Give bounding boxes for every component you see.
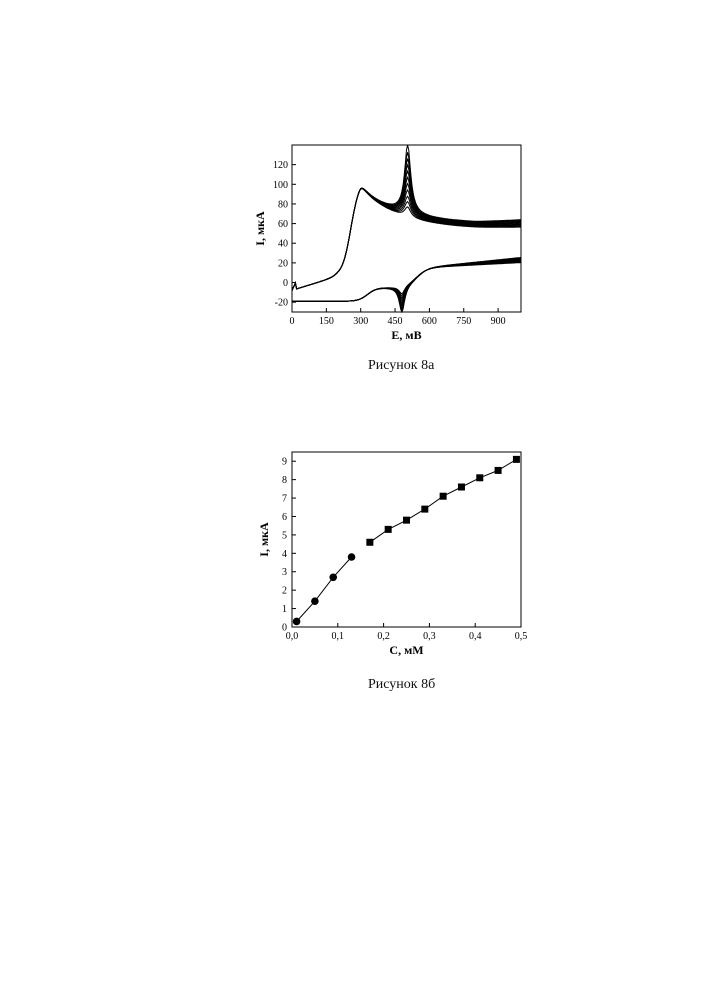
y-tick-label: 7 [282, 494, 287, 505]
x-tick-label: 0,5 [515, 631, 528, 642]
x-tick-label: 0,4 [469, 631, 482, 642]
x-tick-label: 0,3 [423, 631, 436, 642]
data-point-square [513, 456, 520, 463]
data-point-circle [293, 618, 301, 626]
x-tick-label: 0,0 [286, 631, 299, 642]
chart-calibration-plot: 0,0 0,1 0,2 0,3 0,4 0,5 0 1 2 3 4 5 6 7 8 9 С, мМ I, мкА [0, 0, 707, 700]
y-tick-label: 4 [282, 549, 287, 560]
y-tick-label: 5 [282, 530, 287, 541]
data-point-square [476, 474, 483, 481]
y-axis-label: I, мкА [257, 522, 271, 557]
data-point-circle [329, 573, 337, 581]
x-tick-label: 0,2 [377, 631, 390, 642]
data-point-circle [348, 553, 356, 561]
y-tick-label: 3 [282, 567, 287, 578]
data-point-square [403, 517, 410, 524]
x-axis-label: С, мМ [389, 643, 423, 657]
y-tick-label: 0 [282, 623, 287, 634]
data-point-circle [311, 597, 319, 605]
x-tick-label: 0,1 [332, 631, 345, 642]
caption-figure-8b: Рисунок 8б [368, 677, 435, 693]
y-tick-label: 6 [282, 512, 287, 523]
plot-frame [292, 452, 521, 627]
data-point-square [495, 467, 502, 474]
y-tick-label: 1 [282, 604, 287, 615]
y-tick-label: 2 [282, 586, 287, 597]
data-point-square [458, 484, 465, 491]
data-point-square [366, 539, 373, 546]
data-point-square [421, 506, 428, 513]
data-point-square [385, 526, 392, 533]
series-line [297, 557, 352, 622]
y-tick-label: 9 [282, 457, 287, 468]
series-line [370, 459, 517, 542]
y-tick-label: 8 [282, 475, 287, 486]
data-point-square [440, 493, 447, 500]
